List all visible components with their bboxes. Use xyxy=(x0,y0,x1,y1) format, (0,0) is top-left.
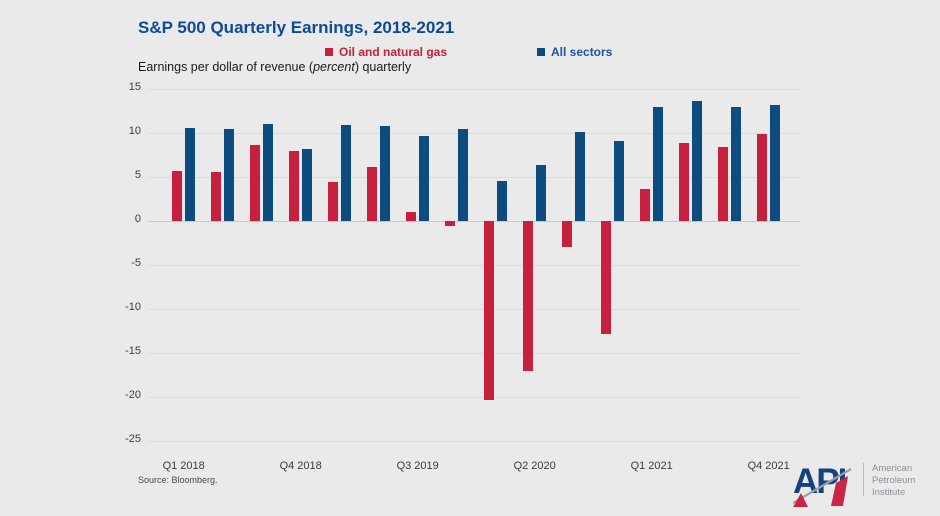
x-tick-label: Q2 2020 xyxy=(513,460,556,472)
y-tick-label: 10 xyxy=(128,125,141,137)
bar-all-q1-2018 xyxy=(185,127,196,221)
legend-oil: Oil and natural gas xyxy=(325,45,447,59)
bar-all-q4-2018 xyxy=(302,148,313,221)
y-tick-label: -25 xyxy=(125,433,141,445)
bar-oil-q3-2020 xyxy=(562,221,573,247)
api-logo-red-foot-icon xyxy=(831,476,848,506)
bar-oil-q3-2021 xyxy=(718,147,729,221)
x-tick-label: Q4 2018 xyxy=(279,460,322,472)
y-tick-label: -15 xyxy=(125,345,141,357)
legend-all-label: All sectors xyxy=(551,45,613,59)
gridline xyxy=(148,441,800,442)
gridline xyxy=(148,89,800,90)
x-tick-label: Q3 2019 xyxy=(396,460,439,472)
legend-oil-label: Oil and natural gas xyxy=(339,45,448,59)
bar-oil-q1-2018 xyxy=(172,170,183,221)
bar-oil-q2-2020 xyxy=(523,221,534,372)
gridline xyxy=(148,397,800,398)
api-logo-mark-icon: API xyxy=(793,462,852,507)
bar-oil-q1-2021 xyxy=(640,189,651,221)
gridline xyxy=(148,133,800,134)
bar-oil-q2-2021 xyxy=(679,142,690,221)
bar-all-q4-2020 xyxy=(614,140,625,221)
bar-all-q3-2020 xyxy=(575,132,586,221)
plot-area xyxy=(148,89,800,442)
bar-all-q2-2018 xyxy=(224,128,235,221)
bar-all-q2-2019 xyxy=(380,125,391,221)
bar-all-q3-2019 xyxy=(419,135,430,221)
bar-all-q1-2021 xyxy=(653,107,664,221)
y-tick-label: 0 xyxy=(134,213,141,225)
bar-oil-q1-2019 xyxy=(328,182,339,221)
bar-oil-q2-2019 xyxy=(367,167,378,221)
bar-all-q4-2021 xyxy=(770,104,781,221)
bar-all-q3-2018 xyxy=(263,124,274,221)
x-tick-label: Q1 2021 xyxy=(630,460,673,472)
source-note: Source: Bloomberg. xyxy=(138,475,218,485)
zero-gridline xyxy=(148,221,800,222)
bar-oil-q3-2018 xyxy=(250,145,261,221)
y-tick-label: -10 xyxy=(125,301,141,313)
bar-all-q4-2019 xyxy=(458,129,469,221)
logo-divider xyxy=(863,463,864,496)
bar-oil-q3-2019 xyxy=(406,212,417,221)
bar-all-q2-2020 xyxy=(536,164,547,221)
bar-oil-q4-2021 xyxy=(757,133,768,221)
bar-all-q1-2019 xyxy=(341,125,352,221)
api-logo: API American Petroleum Institute xyxy=(793,458,938,514)
gridline xyxy=(148,353,800,354)
bar-oil-q1-2020 xyxy=(484,221,495,400)
bar-oil-q4-2019 xyxy=(445,221,456,227)
bar-all-q1-2020 xyxy=(497,181,508,221)
bar-oil-q2-2018 xyxy=(211,171,222,221)
gridline xyxy=(148,177,800,178)
bar-oil-q4-2020 xyxy=(601,221,612,334)
bar-oil-q4-2018 xyxy=(289,151,300,221)
gridline xyxy=(148,309,800,310)
bar-all-q2-2021 xyxy=(692,101,703,221)
legend-all-swatch-icon xyxy=(537,48,545,56)
x-tick-label: Q1 2018 xyxy=(162,460,205,472)
x-tick-label: Q4 2021 xyxy=(747,460,790,472)
y-tick-label: -5 xyxy=(131,257,141,269)
chart-title: S&P 500 Quarterly Earnings, 2018-2021 xyxy=(138,18,455,37)
logo-org-name: American Petroleum Institute xyxy=(872,463,916,498)
bar-all-q3-2021 xyxy=(731,107,742,221)
y-tick-label: -20 xyxy=(125,389,141,401)
axis-title: Earnings per dollar of revenue (percent)… xyxy=(138,60,412,74)
y-tick-label: 15 xyxy=(128,81,141,93)
gridline xyxy=(148,265,800,266)
legend-all: All sectors xyxy=(537,45,612,59)
legend-oil-swatch-icon xyxy=(325,48,333,56)
api-logo-red-triangle-icon xyxy=(793,493,808,507)
y-tick-label: 5 xyxy=(134,169,141,181)
